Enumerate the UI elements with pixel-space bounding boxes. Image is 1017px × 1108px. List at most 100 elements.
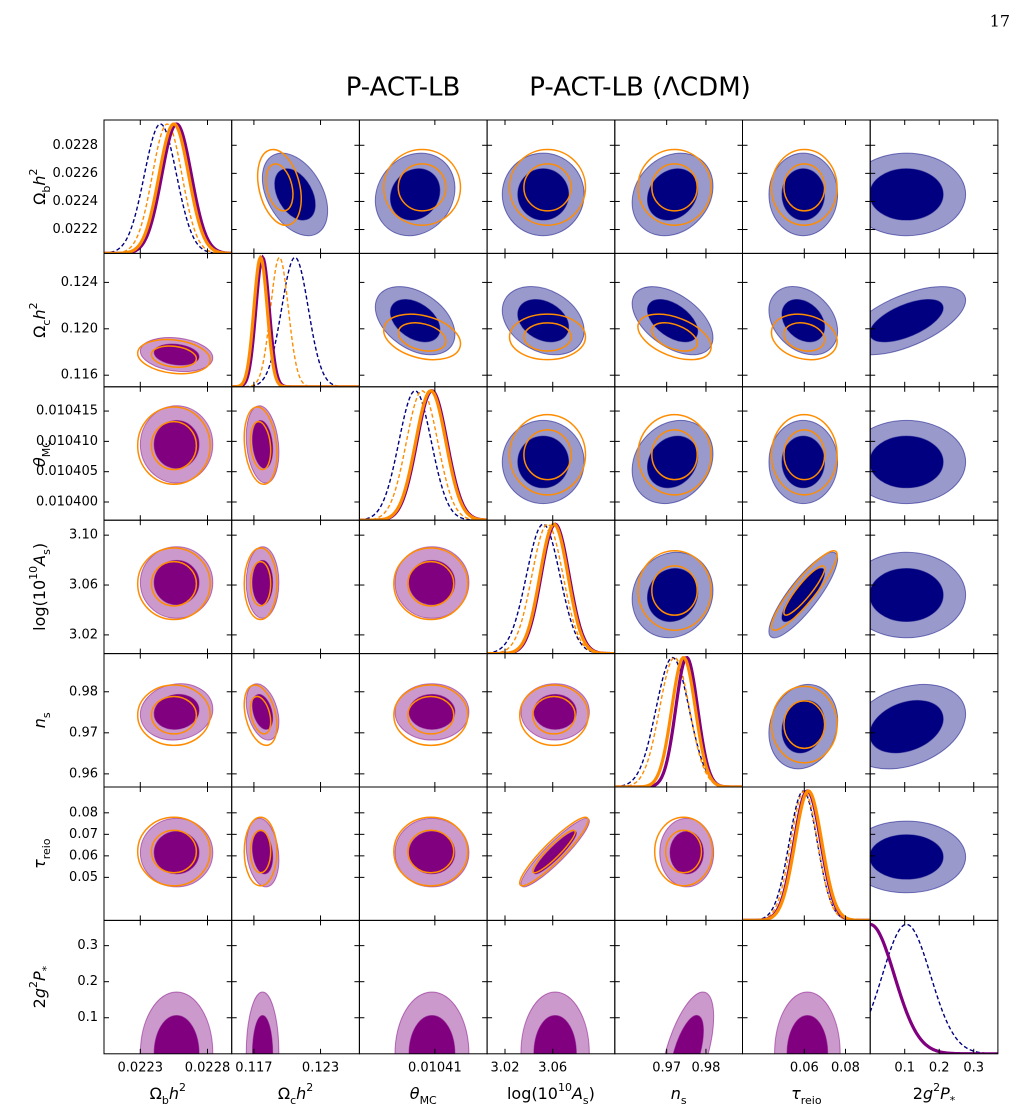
density-curve [104, 123, 232, 254]
contour [786, 1014, 829, 1054]
panel [359, 389, 488, 521]
panel [501, 148, 587, 237]
panel [870, 419, 967, 505]
contour [251, 693, 274, 730]
x-tick-label: 0.117 [235, 1060, 272, 1075]
contour [523, 322, 572, 352]
axis-label: τreio [30, 838, 53, 869]
contour [251, 1014, 274, 1054]
panel [631, 413, 714, 505]
contour [646, 435, 699, 489]
y-tick-label: 0.010410 [36, 434, 98, 449]
contour [408, 1014, 456, 1054]
contour [397, 322, 447, 352]
contour [770, 313, 838, 361]
panel [768, 550, 839, 639]
panel [774, 991, 841, 1054]
contour [251, 830, 274, 875]
contour [408, 693, 456, 730]
contour [407, 695, 455, 735]
contour [408, 830, 456, 875]
contour [153, 559, 200, 606]
contour [669, 1014, 704, 1054]
contour [517, 299, 570, 343]
panel [520, 991, 590, 1054]
panel [501, 286, 587, 361]
y-tick-label: 0.08 [69, 805, 98, 820]
contour [153, 1014, 200, 1054]
contour [243, 406, 278, 485]
x-tick-label: 0.0223 [118, 1060, 164, 1075]
contour [150, 345, 198, 368]
contour [531, 695, 576, 735]
axis-label: 2g2P* [913, 1080, 956, 1106]
panel-frame [742, 786, 871, 921]
contour [251, 559, 274, 606]
panel [518, 816, 590, 888]
contour [783, 163, 826, 212]
contour [382, 313, 462, 361]
contour [774, 991, 841, 1054]
contour [397, 163, 447, 212]
contour [531, 829, 576, 874]
panel [768, 286, 839, 361]
x-tick-label: 0.1 [894, 1060, 915, 1075]
contour [870, 435, 944, 489]
panel [742, 789, 871, 921]
y-tick-label: 0.2 [77, 974, 98, 989]
contour [508, 413, 587, 496]
contour [533, 693, 577, 730]
axis-label: log(1010As) [27, 543, 53, 631]
contour [783, 429, 826, 481]
density-curve [231, 256, 360, 387]
contour [637, 413, 712, 496]
panel [659, 991, 715, 1054]
density-curve [614, 656, 743, 787]
density-curve [231, 254, 360, 387]
y-tick-label: 0.0228 [53, 138, 99, 153]
contour [136, 338, 211, 375]
axis-label: Ωbh2 [27, 169, 53, 205]
density-curve [359, 390, 488, 521]
y-tick-label: 0.1 [77, 1010, 98, 1025]
contour [136, 684, 211, 747]
axis-label: Ωch2 [27, 302, 53, 337]
y-tick-label: 0.010400 [36, 495, 98, 510]
contour [150, 829, 198, 874]
contour [637, 550, 712, 631]
contour [389, 299, 441, 343]
panel [136, 405, 214, 485]
density-curve [487, 522, 615, 654]
contour [770, 148, 838, 226]
contour [517, 435, 570, 489]
panel [631, 286, 714, 361]
panel-frame [869, 919, 999, 1055]
panel [243, 546, 280, 621]
contour [653, 816, 714, 887]
contour [136, 406, 211, 485]
density-curve [742, 789, 871, 921]
contour [393, 816, 469, 887]
contour [770, 685, 838, 764]
contour [249, 560, 272, 607]
panel [136, 816, 214, 888]
contour [783, 700, 826, 750]
axis-label: τreio [791, 1083, 822, 1106]
density-curve [487, 523, 615, 654]
contour [533, 1014, 577, 1054]
contour [245, 991, 280, 1054]
panel [374, 286, 462, 361]
panel [653, 816, 715, 888]
y-tick-label: 0.96 [69, 766, 98, 781]
x-tick-label: 0.3 [963, 1060, 984, 1075]
contour [646, 567, 699, 623]
contour [153, 693, 200, 730]
panel [393, 683, 470, 747]
contour [393, 684, 469, 747]
panel [139, 991, 214, 1054]
y-tick-label: 0.0222 [53, 222, 99, 237]
axis-label: log(1010As) [507, 1080, 595, 1106]
y-tick-label: 0.0224 [53, 194, 99, 209]
contour [508, 313, 587, 361]
contour [523, 429, 572, 481]
